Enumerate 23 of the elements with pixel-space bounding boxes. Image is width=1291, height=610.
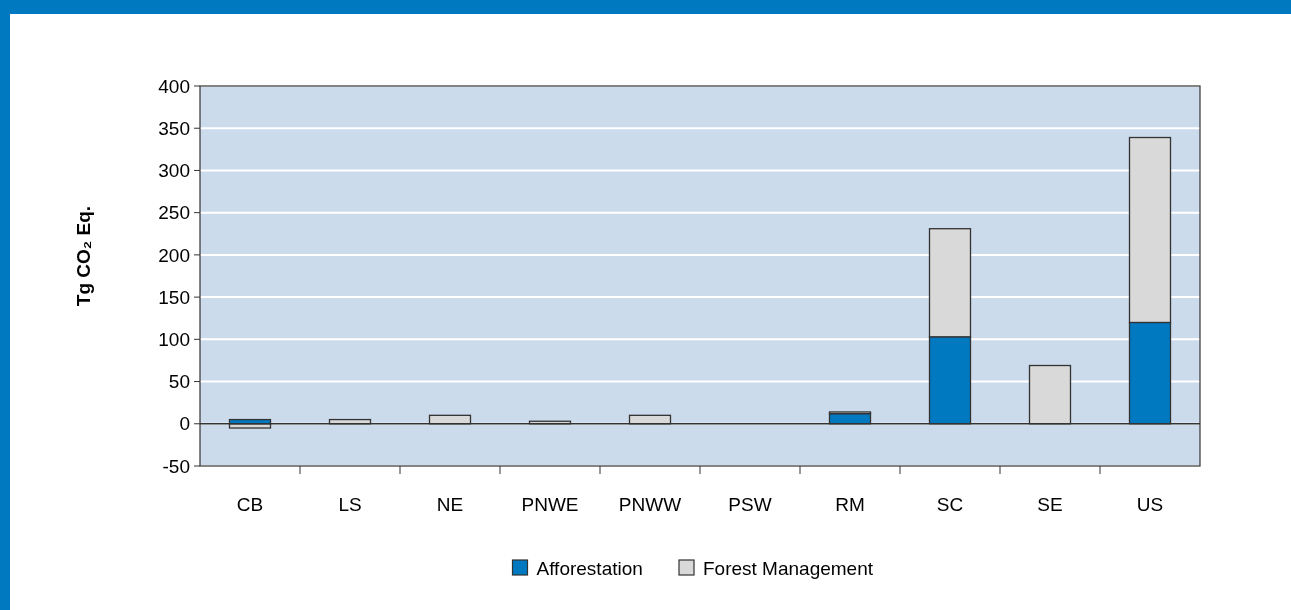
x-tick-label: CB [236,494,264,515]
y-tick-label: 350 [158,117,190,139]
x-tick-label: NE [436,494,464,515]
x-tick-label: US [1136,494,1164,515]
y-tick-label: -50 [162,455,190,477]
legend-label: Forest Management [703,557,874,579]
y-axis-title: Tg CO₂ Eq. [73,205,94,307]
x-tick-label: SC [936,494,964,515]
x-tick-label: PNWW [618,494,682,515]
y-tick-label: 400 [158,75,190,97]
x-tick-label: SE [1037,494,1063,515]
x-tick-label: PSW [728,494,772,515]
y-tick-label: 100 [158,328,190,350]
y-tick-label: 300 [158,160,190,182]
x-tick-label: RM [835,494,865,515]
x-tick-label: LS [338,494,362,515]
x-tick-label: PNWE [521,494,579,515]
y-tick-label: 0 [179,413,190,435]
legend-label: Afforestation [536,557,643,579]
y-tick-label: 250 [158,202,190,224]
y-tick-label: 200 [158,244,190,266]
y-tick-label: 150 [158,286,190,308]
y-tick-label: 50 [168,371,190,393]
